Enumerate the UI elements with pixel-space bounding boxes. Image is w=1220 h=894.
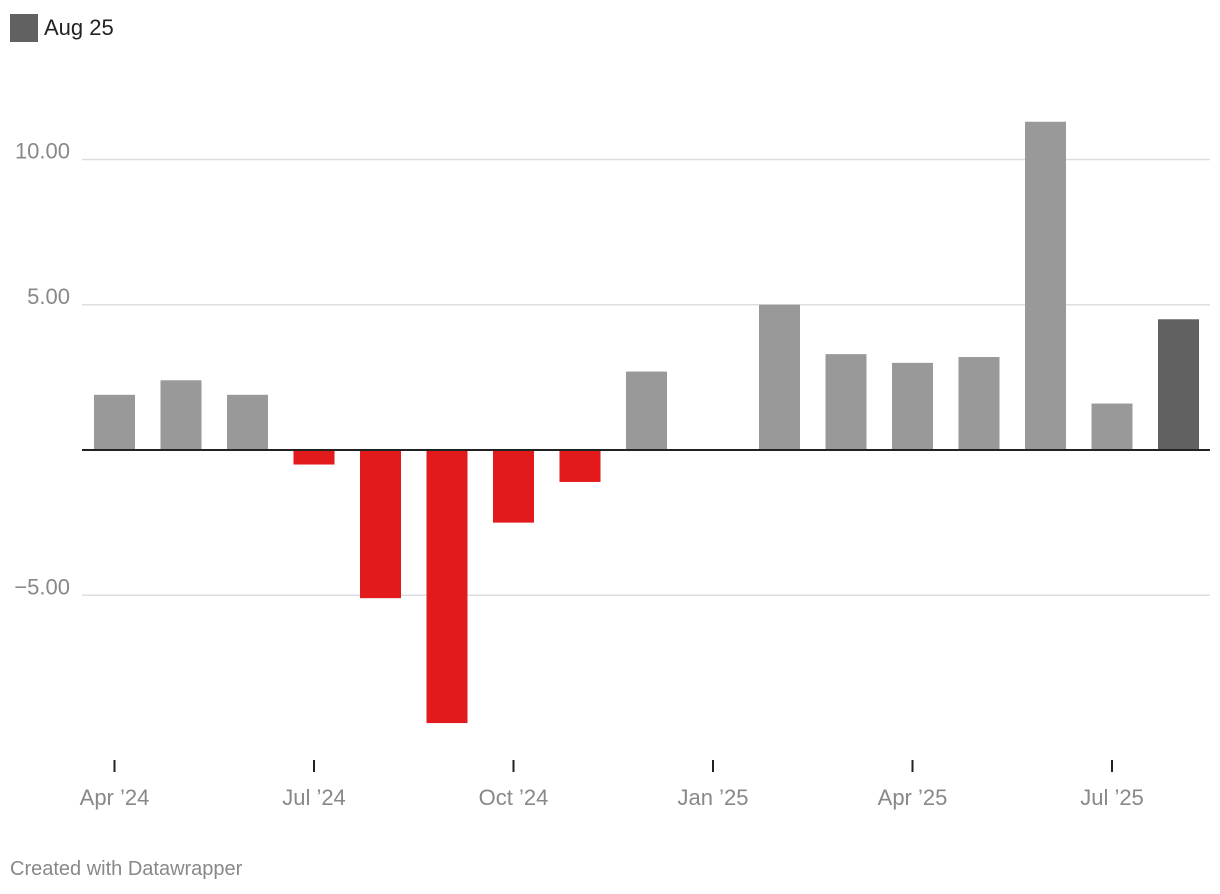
bar-mar-25 (825, 354, 867, 450)
x-tick-label: Oct ’24 (479, 785, 549, 810)
bar-apr-25 (892, 362, 933, 450)
y-axis-labels: 10.00 5.00 −5.00 (14, 139, 70, 600)
x-tick-label: Apr ’24 (80, 785, 150, 810)
bar-may-25 (958, 357, 1000, 450)
x-tick-label: Jan ’25 (678, 785, 749, 810)
bar-sep-24 (426, 450, 468, 724)
bar-dec-24 (626, 371, 667, 450)
bar-apr-24 (94, 394, 135, 450)
x-tick-label: Jul ’24 (282, 785, 346, 810)
bar-jun-25 (1025, 121, 1066, 451)
x-tick-label: Apr ’25 (878, 785, 948, 810)
bar-jul-25 (1091, 403, 1133, 450)
y-tick-label: 10.00 (15, 139, 70, 164)
bar-may-24 (160, 380, 202, 450)
y-tick-label: 5.00 (27, 284, 70, 309)
bar-nov-24 (559, 450, 601, 482)
legend-swatch (10, 14, 38, 42)
bar-aug-24 (360, 450, 401, 599)
bars (94, 121, 1199, 724)
bar-feb-25 (759, 304, 800, 450)
credit-text: Created with Datawrapper (10, 858, 243, 880)
bar-aug-25 (1158, 319, 1199, 450)
y-tick-label: −5.00 (14, 574, 70, 599)
legend-label: Aug 25 (44, 15, 114, 40)
legend: Aug 25 (10, 14, 114, 42)
x-tick-label: Jul ’25 (1080, 785, 1144, 810)
bar-jul-24 (293, 450, 335, 465)
x-axis-labels: Apr ’24 Jul ’24 Oct ’24 Jan ’25 Apr ’25 Jul ’… (80, 760, 1144, 810)
bar-jun-24 (227, 394, 268, 450)
grid-lines (82, 158, 1210, 596)
bar-oct-24 (493, 450, 534, 523)
